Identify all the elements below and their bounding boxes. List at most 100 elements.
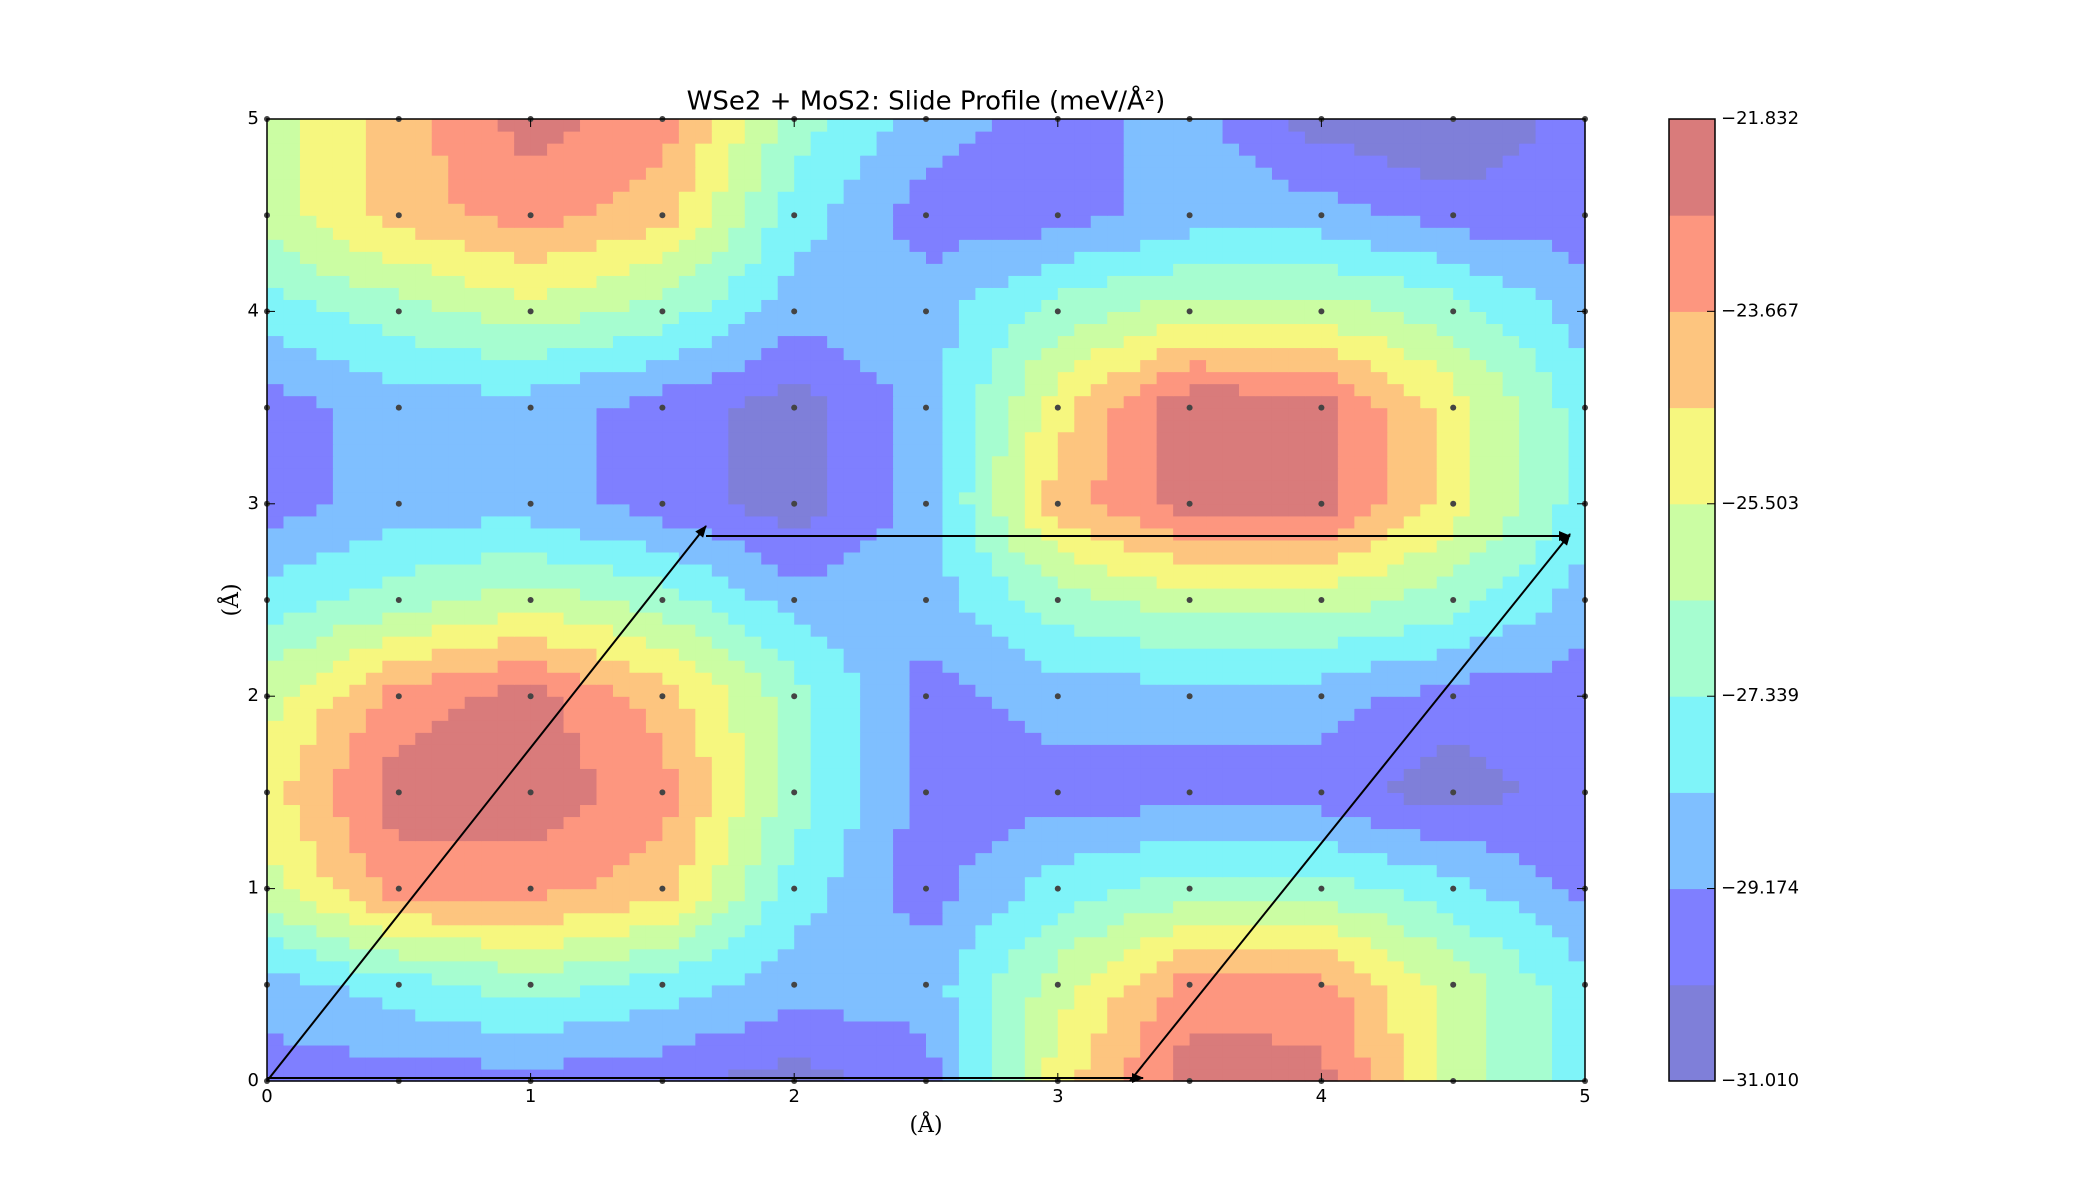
contour-cell — [316, 768, 334, 781]
contour-cell — [1502, 1044, 1520, 1058]
contour-cell — [893, 455, 911, 469]
contour-cell — [1189, 407, 1207, 421]
contour-cell — [1090, 636, 1108, 649]
contour-cell — [448, 551, 466, 565]
contour-cell — [612, 780, 631, 793]
contour-cell — [514, 491, 532, 505]
contour-cell — [843, 395, 861, 409]
contour-cell — [926, 636, 944, 649]
contour-cell — [464, 636, 482, 649]
contour-cell — [1486, 828, 1504, 842]
contour-cell — [1239, 984, 1257, 998]
contour-cell — [1057, 600, 1075, 613]
contour-cell — [645, 515, 663, 529]
contour-cell — [481, 539, 499, 553]
contour-cell — [332, 864, 350, 878]
contour-cell — [365, 383, 383, 397]
contour-cell — [843, 960, 861, 974]
contour-cell — [843, 551, 861, 565]
contour-cell — [1354, 479, 1372, 493]
contour-cell — [530, 467, 548, 481]
contour-cell — [1436, 539, 1454, 553]
contour-cell — [547, 335, 565, 349]
contour-cell — [448, 780, 466, 793]
contour-cell — [1486, 1068, 1504, 1082]
contour-cell — [563, 467, 581, 481]
contour-cell — [777, 732, 795, 745]
contour-cell — [1321, 876, 1339, 890]
contour-cell — [1074, 972, 1092, 986]
contour-cell — [975, 539, 993, 553]
contour-cell — [530, 371, 548, 385]
contour-cell — [1107, 972, 1125, 986]
contour-cell — [267, 696, 285, 709]
contour-cell — [695, 912, 713, 926]
contour-cell — [711, 756, 729, 769]
contour-cell — [1206, 587, 1224, 601]
contour-cell — [991, 539, 1009, 553]
contour-cell — [1156, 431, 1174, 445]
contour-cell — [1436, 612, 1454, 625]
contour-cell — [1255, 648, 1273, 661]
contour-cell — [1008, 311, 1026, 325]
contour-cell — [382, 515, 400, 529]
contour-cell — [843, 900, 861, 914]
contour-cell — [464, 948, 482, 962]
contour-cell — [1403, 696, 1421, 709]
contour-cell — [1123, 1044, 1141, 1058]
contour-cell — [1123, 612, 1141, 625]
contour-cell — [382, 1020, 400, 1034]
contour-cell — [349, 912, 367, 926]
contour-cell — [514, 563, 532, 577]
contour-cell — [695, 347, 713, 361]
contour-cell — [1156, 539, 1174, 553]
contour-cell — [1057, 455, 1075, 469]
contour-cell — [876, 972, 894, 986]
contour-cell — [711, 888, 729, 902]
contour-cell — [1189, 600, 1207, 613]
contour-cell — [1271, 1044, 1290, 1058]
contour-cell — [1123, 431, 1141, 445]
contour-cell — [332, 563, 350, 577]
contour-cell — [1206, 347, 1224, 361]
contour-cell — [1403, 1008, 1421, 1022]
contour-cell — [1222, 491, 1240, 505]
contour-cell — [1041, 323, 1059, 337]
contour-cell — [1024, 407, 1042, 421]
contour-cell — [975, 936, 993, 950]
contour-cell — [678, 648, 696, 661]
contour-cell — [1304, 431, 1322, 445]
contour-cell — [612, 467, 631, 481]
contour-cell — [349, 455, 367, 469]
contour-cell — [876, 407, 894, 421]
contour-cell — [1189, 371, 1207, 385]
contour-cell — [645, 828, 663, 842]
contour-cell — [316, 503, 334, 517]
contour-cell — [547, 936, 565, 950]
contour-cell — [563, 972, 581, 986]
contour-cell — [975, 984, 993, 998]
contour-cell — [1189, 1008, 1207, 1022]
contour-cell — [1568, 684, 1586, 697]
contour-cell — [563, 1008, 581, 1022]
contour-cell — [1370, 852, 1388, 866]
contour-cell — [1090, 984, 1108, 998]
contour-cell — [942, 575, 960, 589]
contour-cell — [332, 720, 350, 733]
contour-cell — [1304, 792, 1322, 806]
contour-cell — [1436, 984, 1454, 998]
contour-cell — [1502, 467, 1520, 481]
contour-cell — [678, 491, 696, 505]
contour-cell — [349, 780, 367, 793]
contour-cell — [267, 563, 285, 577]
contour-cell — [678, 503, 696, 517]
contour-cell — [860, 311, 878, 325]
contour-cell — [1453, 1020, 1471, 1034]
contour-cell — [975, 948, 993, 962]
contour-cell — [1057, 684, 1075, 697]
contour-cell — [1206, 311, 1224, 325]
contour-cell — [942, 972, 960, 986]
contour-cell — [1271, 876, 1290, 890]
contour-cell — [365, 876, 383, 890]
contour-cell — [1453, 1068, 1471, 1082]
